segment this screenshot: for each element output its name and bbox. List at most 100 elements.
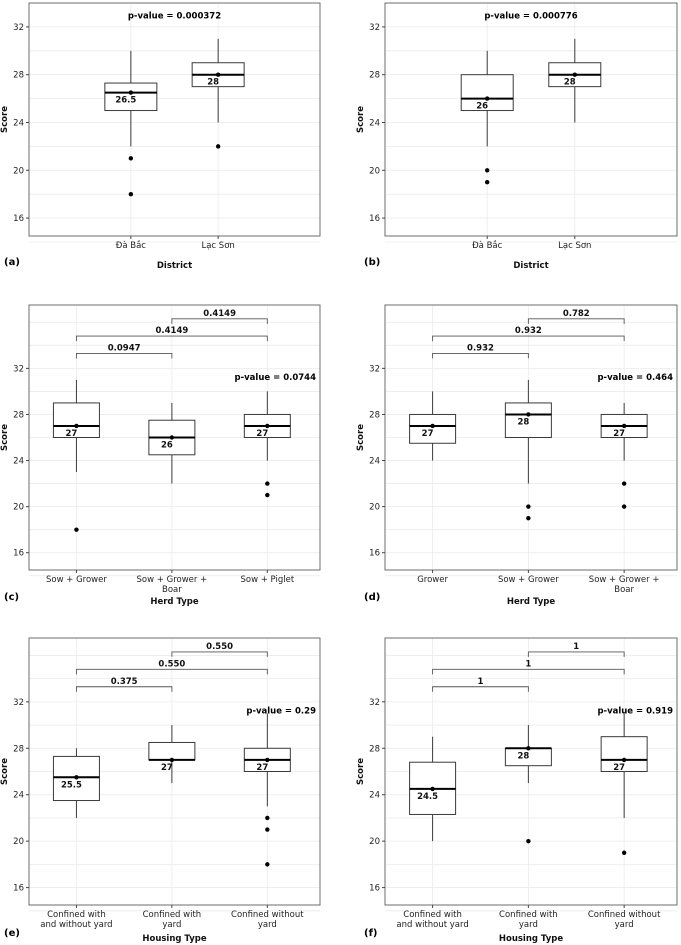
- x-axis-label: District: [157, 261, 192, 271]
- box-iqr: [504, 402, 552, 438]
- x-tick-label-line: Confined without: [231, 910, 304, 920]
- outlier-point: [265, 815, 270, 821]
- y-tick-label: 32: [13, 698, 24, 708]
- y-tick-label: 20: [13, 503, 24, 513]
- box-1: 26.5: [104, 50, 158, 197]
- y-tick-label: 20: [369, 166, 380, 176]
- bracket-pvalue-label: 1: [525, 659, 531, 669]
- x-axis-label: District: [513, 261, 548, 271]
- mean-point: [74, 423, 79, 429]
- bracket-pvalue-label: 0.550: [206, 642, 233, 652]
- mean-point: [526, 412, 531, 417]
- comparison-bracket: [75, 686, 173, 692]
- outlier-point: [485, 168, 490, 173]
- box-1: 27: [52, 379, 100, 532]
- comparison-bracket: [171, 651, 268, 657]
- x-tick-label-line: Boar: [162, 585, 182, 595]
- panel-label: (d): [364, 592, 380, 603]
- y-axis-label: Score: [356, 758, 366, 785]
- median-label: 26.5: [115, 96, 136, 106]
- bracket-pvalue-label: 0.4149: [155, 326, 188, 336]
- y-tick-label: 20: [13, 837, 24, 847]
- bracket-pvalue-label: 1: [573, 642, 579, 652]
- median-label: 28: [564, 78, 576, 88]
- x-tick-label: Sow + Grower + Boar: [137, 575, 208, 595]
- y-tick-label: 16: [13, 884, 24, 894]
- box-iqr: [460, 74, 514, 112]
- median-label: 28: [207, 78, 219, 88]
- y-tick-label: 16: [369, 549, 380, 559]
- bracket-pvalue-label: 0.375: [111, 677, 138, 687]
- y-tick-label: 28: [13, 410, 24, 420]
- y-tick-label: 28: [369, 410, 380, 420]
- median-label: 24.5: [417, 792, 438, 802]
- box-iqr: [600, 736, 648, 772]
- mean-point: [265, 423, 270, 429]
- y-tick-label: 24: [369, 118, 380, 128]
- mean-point: [430, 786, 435, 792]
- y-tick-label: 28: [369, 744, 380, 754]
- outlier-point: [74, 527, 79, 532]
- mean-point: [169, 757, 175, 763]
- median-label: 27: [422, 429, 434, 439]
- x-tick-label-line: yard: [258, 920, 277, 930]
- bracket-pvalue-label: 0.782: [563, 309, 590, 319]
- y-tick-label: 24: [13, 791, 24, 801]
- y-tick-label: 20: [13, 166, 24, 176]
- comparison-bracket: [75, 668, 268, 675]
- box-2: 28: [548, 38, 602, 123]
- outlier-point: [128, 156, 134, 161]
- chart-panel-1: 16 20 24 28 32 Score 26.5 Đà Bắc 28 Lạc Sơn p-valu…: [0, 2, 321, 271]
- x-tick-label-line: Sow + Grower +: [589, 575, 660, 585]
- median-label: 25.5: [61, 780, 82, 790]
- box-3: 27: [243, 713, 291, 867]
- y-axis-label: Score: [0, 106, 10, 133]
- panel-label: (f): [364, 928, 378, 939]
- x-tick-label-line: yard: [519, 920, 538, 930]
- mean-point: [621, 757, 627, 763]
- x-tick-label-line: Confined without: [588, 910, 661, 920]
- x-tick-label: Đà Bắc: [116, 240, 147, 251]
- median-label: 27: [256, 763, 268, 773]
- x-tick-label-line: and without yard: [40, 920, 112, 930]
- x-axis-label: Housing Type: [142, 934, 206, 944]
- mean-point: [215, 72, 221, 77]
- box-1: 27: [409, 391, 457, 461]
- mean-point: [265, 757, 270, 763]
- mean-point: [526, 746, 531, 751]
- y-axis-label: Score: [356, 424, 366, 451]
- outlier-point: [265, 862, 270, 867]
- panel-label: (e): [4, 928, 20, 939]
- x-tick-label-line: Confined with: [47, 910, 106, 920]
- median-label: 27: [613, 429, 625, 439]
- mean-point: [74, 775, 79, 780]
- box-iqr: [409, 413, 457, 444]
- comparison-bracket: [432, 686, 529, 692]
- outlier-point: [265, 492, 270, 498]
- plot-frame: [384, 304, 678, 571]
- panel-label: (a): [4, 257, 20, 268]
- x-tick-label-line: Confined with: [403, 910, 462, 920]
- outlier-point: [526, 838, 531, 844]
- comparison-bracket: [527, 318, 625, 324]
- outlier-point: [526, 515, 531, 521]
- p-value-label: p-value = 0.0744: [235, 373, 317, 383]
- box-3: 27: [243, 391, 291, 498]
- p-value-label: p-value = 0.000372: [128, 12, 221, 22]
- x-tick-label: Confined with yard: [499, 910, 558, 930]
- x-tick-label: Confined without yard: [588, 910, 661, 930]
- median-label: 27: [161, 763, 173, 773]
- x-tick-label: Confined without yard: [231, 910, 304, 930]
- chart-panel-3: 16 20 24 28 32 Score 27 Sow + Grower 26 Sow + Gro…: [0, 304, 321, 607]
- y-tick-label: 16: [13, 214, 24, 224]
- chart-panel-4: 16 20 24 28 32 Score 27 Grower 28 Sow + Grower 27 S…: [356, 304, 678, 607]
- y-tick-label: 28: [369, 71, 380, 81]
- y-axis-label: Score: [356, 106, 366, 133]
- y-tick-label: 24: [13, 457, 24, 467]
- y-tick-label: 20: [369, 503, 380, 513]
- box-iqr: [52, 402, 100, 438]
- x-tick-label: Đà Bắc: [472, 240, 503, 251]
- panel-label: (c): [4, 592, 19, 603]
- mean-point: [572, 72, 577, 77]
